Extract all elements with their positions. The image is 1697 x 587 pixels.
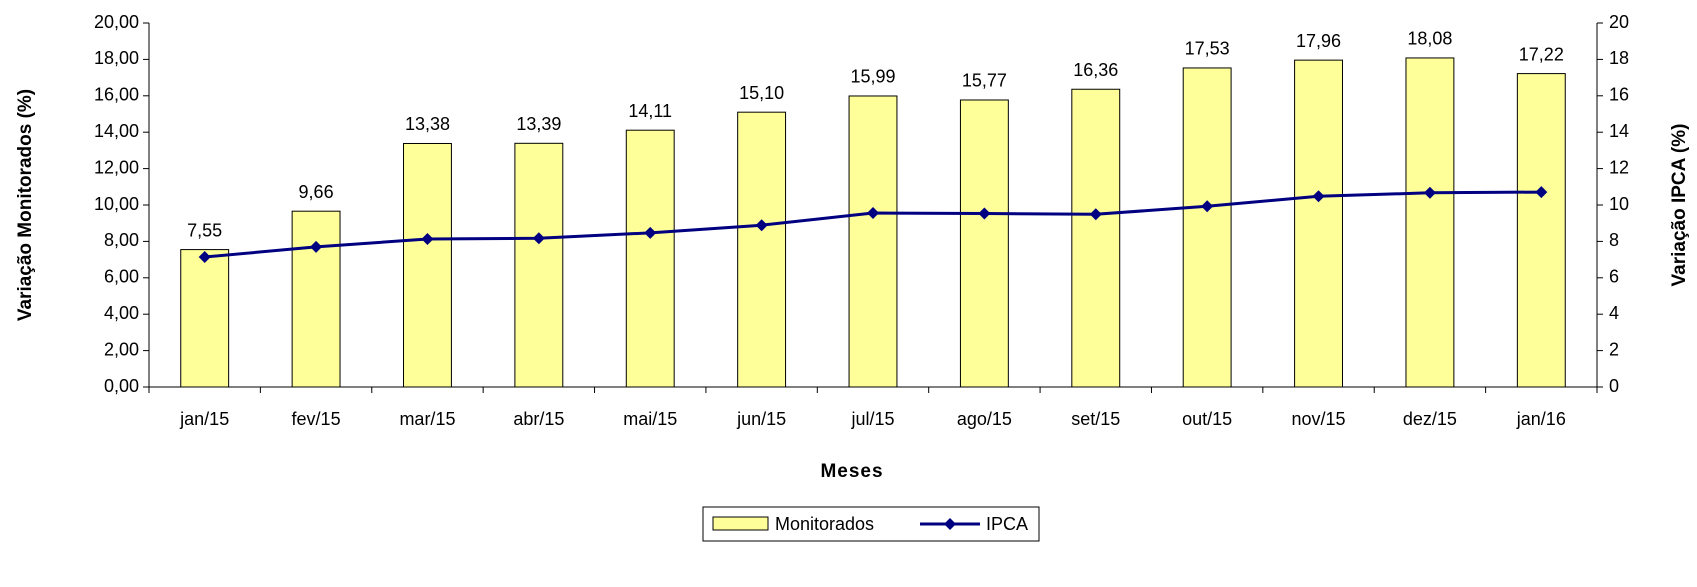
x-tick-label: abr/15 (513, 409, 564, 429)
y2-tick-label: 2 (1609, 339, 1619, 359)
value-label: 15,77 (962, 71, 1007, 91)
y-tick-label: 18,00 (94, 48, 139, 68)
y2-tick-label: 16 (1609, 85, 1629, 105)
bar (514, 142, 564, 388)
y-tick-label: 4,00 (104, 303, 139, 323)
y-tick-label: 8,00 (104, 230, 139, 250)
y2-tick-label: 6 (1609, 267, 1619, 287)
marker (867, 207, 879, 220)
x-tick-label: nov/15 (1292, 409, 1346, 429)
marker (644, 226, 657, 239)
legend-swatch (712, 516, 769, 531)
legend-marker (944, 518, 956, 530)
y2-tick-label: 0 (1609, 376, 1619, 396)
bar (625, 129, 675, 388)
bar (403, 142, 452, 388)
value-label: 17,96 (1296, 31, 1341, 51)
marker (1089, 208, 1102, 221)
x-tick-label: mar/15 (399, 409, 455, 429)
bar (180, 249, 230, 388)
marker (310, 240, 323, 253)
marker (1201, 200, 1214, 213)
bar (291, 210, 341, 388)
marker (198, 251, 211, 264)
bar (1182, 67, 1232, 388)
value-label: 14,11 (628, 101, 672, 121)
value-label: 13,38 (405, 114, 450, 134)
y-tick-label: 16,00 (94, 85, 139, 105)
marker (421, 233, 434, 246)
x-tick-label: dez/15 (1403, 409, 1457, 429)
y2-tick-label: 20 (1609, 12, 1629, 32)
value-label: 16,36 (1073, 60, 1118, 80)
y2-tick-label: 18 (1609, 48, 1629, 68)
y-axis-title: Variação Monitorados (%) (15, 89, 36, 321)
marker (1312, 190, 1325, 203)
x-tick-label: out/15 (1182, 409, 1232, 429)
value-label: 15,99 (850, 67, 895, 87)
y-tick-label: 12,00 (94, 157, 139, 177)
y2-tick-label: 12 (1609, 157, 1629, 177)
bar (848, 95, 898, 388)
bar (1405, 57, 1455, 388)
marker (1423, 186, 1436, 199)
x-tick-label: jan/15 (179, 409, 229, 429)
x-tick-label: mai/15 (623, 409, 677, 429)
bar (737, 111, 787, 388)
bar (1294, 59, 1343, 388)
y2-axis-title: Variação IPCA (%) (1669, 124, 1690, 287)
bar (1071, 88, 1121, 388)
y-tick-label: 6,00 (104, 267, 139, 287)
y2-tick-label: 14 (1609, 121, 1629, 141)
y-tick-label: 10,00 (94, 194, 139, 214)
bar (1516, 73, 1566, 388)
y-tick-label: 20,00 (94, 12, 139, 32)
x-tick-label: set/15 (1071, 409, 1120, 429)
y-tick-label: 0,00 (104, 376, 139, 396)
legend-label: IPCA (986, 514, 1028, 534)
x-tick-label: fev/15 (292, 409, 341, 429)
marker (532, 232, 545, 245)
y2-tick-label: 8 (1609, 230, 1619, 250)
y-tick-label: 14,00 (94, 121, 139, 141)
x-tick-label: jul/15 (850, 409, 894, 429)
y2-tick-label: 4 (1609, 303, 1619, 323)
value-label: 9,66 (299, 182, 334, 202)
bar (959, 99, 1009, 388)
x-tick-label: ago/15 (957, 409, 1012, 429)
value-label: 17,53 (1185, 39, 1230, 59)
value-label: 15,10 (739, 83, 784, 103)
value-label: 13,39 (516, 114, 561, 134)
marker (978, 207, 991, 220)
value-label: 7,55 (187, 220, 222, 240)
value-label: 18,08 (1407, 29, 1452, 49)
x-axis-title: Meses (820, 461, 883, 482)
x-tick-label: jan/16 (1516, 409, 1566, 429)
marker (1535, 186, 1548, 199)
legend-label: Monitorados (775, 514, 874, 534)
y2-tick-label: 10 (1609, 194, 1629, 214)
x-tick-label: jun/15 (736, 409, 786, 429)
y-tick-label: 2,00 (104, 339, 139, 359)
marker (755, 219, 768, 232)
value-label: 17,22 (1519, 44, 1564, 64)
